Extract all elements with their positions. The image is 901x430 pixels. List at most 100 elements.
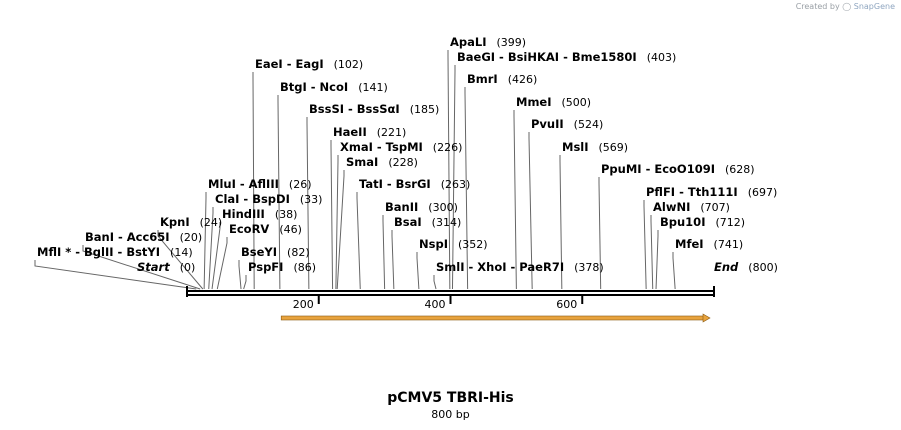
site-label-baegi-bsihkai-bme1580i[interactable]: BaeGI - BsiHKAI - Bme1580I [457, 50, 637, 64]
site-position-msli: (569) [599, 141, 629, 154]
site-label-hindiii[interactable]: HindIII [222, 207, 265, 221]
leader-msli [559, 155, 563, 290]
site-position-nspi: (352) [458, 238, 488, 251]
leader-haeii [330, 140, 334, 290]
leader-apali [447, 50, 451, 290]
leader-mfli-bglii-bstyi [34, 260, 197, 290]
leader-bmri [464, 87, 469, 290]
map-length: 800 bp [431, 408, 470, 421]
site-label-smli-xhoi-paer7i[interactable]: SmlI - XhoI - PaeR7I [436, 260, 564, 274]
site-position-mmei: (500) [562, 96, 592, 109]
site-position-alwni: (707) [700, 201, 730, 214]
site-position-bsai: (314) [432, 216, 462, 229]
leader-smli-xhoi-paer7i [433, 275, 437, 290]
site-label-bseyi[interactable]: BseYI [241, 245, 277, 259]
site-label-pvuii[interactable]: PvuII [531, 117, 564, 131]
site-position-bmri: (426) [508, 73, 538, 86]
site-position-pvuii: (524) [574, 118, 604, 131]
leader-nspi [416, 252, 420, 290]
site-label-ppumi-ecoo109i[interactable]: PpuMI - EcoO109I [601, 162, 715, 176]
site-label-bmri[interactable]: BmrI [467, 72, 498, 86]
leader-alwni [650, 215, 654, 290]
leader-ppumi-ecoo109i [598, 177, 602, 290]
site-position-clai-bspdi: (33) [300, 193, 323, 206]
site-label-haeii[interactable]: HaeII [333, 125, 367, 139]
site-label-smai[interactable]: SmaI [346, 155, 378, 169]
site-position-xmai-tspmi: (226) [433, 141, 463, 154]
site-label-ecorv[interactable]: EcoRV [229, 222, 269, 236]
site-label-eaei-eagi[interactable]: EaeI - EagI [255, 57, 324, 71]
leader-hindiii [211, 222, 221, 290]
site-label-bsssi-bsss-i[interactable]: BssSI - BssSαI [309, 102, 400, 116]
site-position-mfli-bglii-bstyi: (14) [170, 246, 193, 259]
feature-arrow [280, 313, 711, 323]
site-position-ppumi-ecoo109i: (628) [725, 163, 755, 176]
leader-mlui-afliii [203, 192, 207, 290]
ruler-ticks: 200 400 600 [293, 295, 584, 311]
site-label-bsai[interactable]: BsaI [394, 215, 422, 229]
site-label-bani-acc65i[interactable]: BanI - Acc65I [85, 230, 170, 244]
site-label-kpni[interactable]: KpnI [160, 215, 190, 229]
site-position-bseyi: (82) [287, 246, 310, 259]
site-position-btgi-ncoi: (141) [358, 81, 388, 94]
snapgene-logo-icon: ◯ [842, 2, 852, 11]
site-labels: ApaLI (399)BaeGI - BsiHKAI - Bme1580I (403… [37, 35, 778, 274]
site-position-start: (0) [180, 261, 196, 274]
leader-xmai-tspmi [335, 155, 339, 290]
site-label-pspfi[interactable]: PspFI [248, 260, 283, 274]
tick-label-600: 600 [556, 298, 577, 311]
tick-label-200: 200 [293, 298, 314, 311]
leader-mfei [672, 252, 676, 290]
site-position-hindiii: (38) [275, 208, 298, 221]
site-label-mlui-afliii[interactable]: MluI - AflIII [208, 177, 279, 191]
site-position-baegi-bsihkai-bme1580i: (403) [647, 51, 677, 64]
leader-btgi-ncoi [277, 95, 281, 290]
feature-bar[interactable] [280, 315, 705, 321]
site-position-tati-bsrgi: (263) [441, 178, 471, 191]
site-position-kpni: (24) [200, 216, 223, 229]
site-position-bpu10i: (712) [715, 216, 745, 229]
site-label-clai-bspdi[interactable]: ClaI - BspDI [215, 192, 290, 206]
leader-tati-bsrgi [356, 192, 361, 290]
leader-bsai [391, 230, 395, 290]
site-label-nspi[interactable]: NspI [419, 237, 448, 251]
leader-pspfi [243, 275, 247, 290]
feature-arrowhead-icon [702, 313, 711, 323]
site-label-pflfi-tth111i[interactable]: PflFI - Tth111I [646, 185, 738, 199]
site-position-end: (800) [748, 261, 778, 274]
site-label-xmai-tspmi[interactable]: XmaI - TspMI [340, 140, 423, 154]
map-title: pCMV5 TBRI-His [387, 390, 514, 406]
leader-banii [382, 215, 386, 290]
site-position-pspfi: (86) [293, 261, 316, 274]
site-label-alwni[interactable]: AlwNI [653, 200, 690, 214]
credit-prefix: Created by [795, 2, 840, 11]
site-position-ecorv: (46) [279, 223, 302, 236]
site-label-banii[interactable]: BanII [385, 200, 418, 214]
site-label-mmei[interactable]: MmeI [516, 95, 552, 109]
site-label-mfei[interactable]: MfeI [675, 237, 704, 251]
leader-bpu10i [655, 230, 659, 290]
tick-label-400: 400 [425, 298, 446, 311]
site-label-end[interactable]: End [714, 260, 739, 274]
site-position-bani-acc65i: (20) [180, 231, 203, 244]
snapgene-credit: Created by ◯ SnapGene [796, 2, 895, 11]
site-label-start[interactable]: Start [137, 260, 170, 274]
site-label-mfli-bglii-bstyi[interactable]: MflI * - BglII - BstYI [37, 245, 160, 259]
leader-bseyi [238, 260, 242, 290]
site-position-haeii: (221) [377, 126, 407, 139]
leader-bani-acc65i [82, 245, 201, 290]
site-label-btgi-ncoi[interactable]: BtgI - NcoI [280, 80, 348, 94]
leader-eaei-eagi [252, 72, 255, 290]
leader-bsssi-bsss-i [306, 117, 310, 290]
leader-lines [34, 50, 676, 290]
site-label-msli[interactable]: MslI [562, 140, 589, 154]
site-label-bpu10i[interactable]: Bpu10I [660, 215, 705, 229]
site-position-mfei: (741) [714, 238, 744, 251]
site-position-pflfi-tth111i: (697) [748, 186, 778, 199]
leader-ecorv [216, 237, 228, 290]
site-position-apali: (399) [497, 36, 527, 49]
site-label-tati-bsrgi[interactable]: TatI - BsrGI [359, 177, 431, 191]
site-label-apali[interactable]: ApaLI [450, 35, 487, 49]
site-position-smai: (228) [388, 156, 418, 169]
